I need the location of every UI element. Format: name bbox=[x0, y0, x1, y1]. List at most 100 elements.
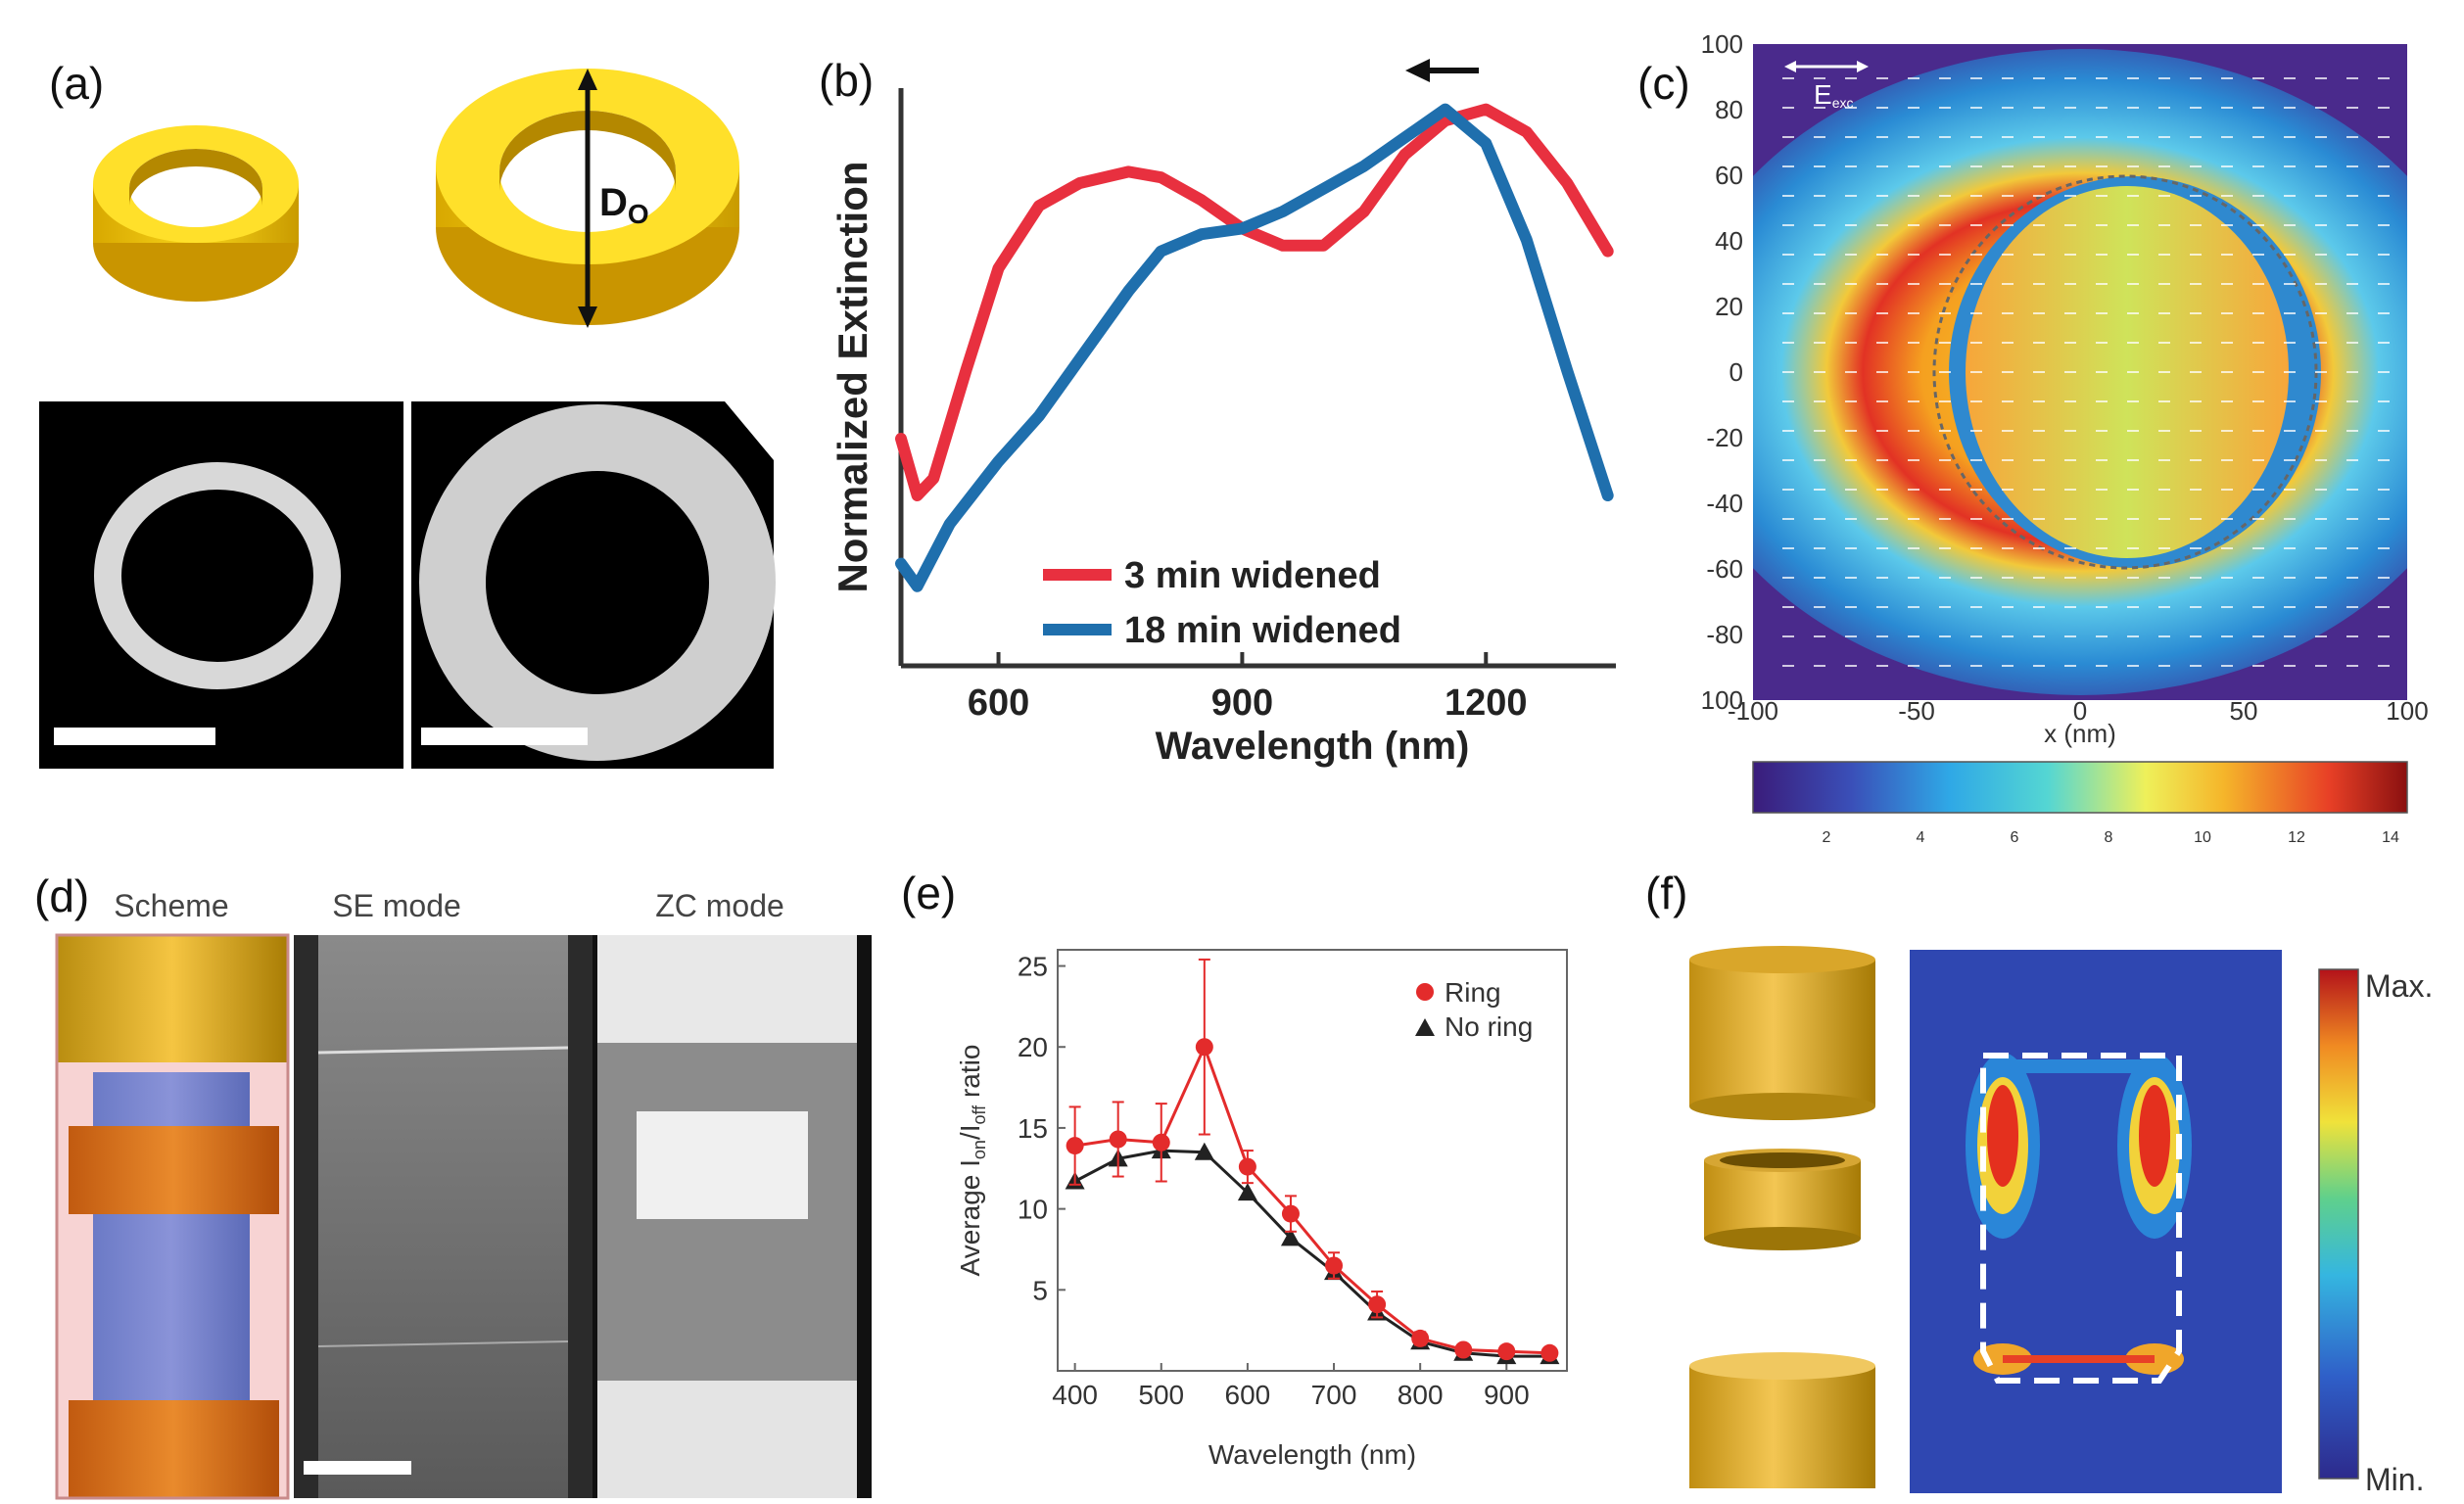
e-point-ring bbox=[1497, 1342, 1516, 1361]
c-xtick-label: -100 bbox=[1728, 696, 1778, 726]
c-colorbar bbox=[1752, 761, 2408, 814]
b-xtick-label: 600 bbox=[968, 682, 1029, 724]
b-series-1 bbox=[895, 103, 1614, 592]
c-cbtick-label: 14 bbox=[2382, 829, 2399, 846]
sem-image-small-ring bbox=[39, 401, 403, 769]
e-point-ring bbox=[1066, 1137, 1084, 1155]
c-xtick-label: -50 bbox=[1898, 696, 1935, 726]
panel-a-label: (a) bbox=[49, 58, 105, 109]
small-ring-illustration bbox=[93, 125, 299, 302]
f-cylinder-top bbox=[1689, 946, 1875, 1120]
e-point-ring bbox=[1238, 1157, 1256, 1176]
c-x-ticks: -100 -50 0 50 100 bbox=[1728, 696, 2429, 726]
diameter-label: DO bbox=[599, 181, 649, 229]
e-xtick-label: 700 bbox=[1311, 1380, 1357, 1410]
legend-noring: No ring bbox=[1445, 1011, 1533, 1042]
sem-image-large-ring bbox=[411, 401, 776, 769]
b-xtick-label: 900 bbox=[1211, 682, 1273, 724]
zc-mode-image bbox=[592, 935, 872, 1498]
c-cbtick-label: 6 bbox=[2011, 829, 2019, 846]
e-point-noring bbox=[1280, 1228, 1301, 1246]
legend-ring-marker bbox=[1416, 983, 1434, 1001]
panel-f-label: (f) bbox=[1645, 868, 1688, 918]
e-point-ring bbox=[1195, 1038, 1213, 1057]
e-xtick-label: 500 bbox=[1138, 1380, 1184, 1410]
c-ytick-label: -80 bbox=[1706, 620, 1743, 649]
panel-d: Scheme SE mode ZC mode bbox=[55, 888, 872, 1500]
c-xlabel: x (nm) bbox=[2044, 719, 2116, 748]
e-plot-frame bbox=[1057, 949, 1568, 1372]
panel-e-chart: 400 500 600 700 800 900 5 10 15 20 25 Average Ion/… bbox=[955, 949, 1568, 1470]
c-cbtick-label: 4 bbox=[1917, 829, 1925, 846]
b-ylabel: Normalized Extinction bbox=[829, 161, 876, 592]
c-cbtick-label: 8 bbox=[2105, 829, 2113, 846]
d-title-se: SE mode bbox=[332, 888, 461, 923]
e-series-line-1 bbox=[1073, 1149, 1550, 1358]
f-field-map bbox=[1910, 950, 2282, 1493]
se-mode-image bbox=[294, 935, 592, 1498]
c-xtick-label: 100 bbox=[2386, 696, 2428, 726]
c-ytick-label: -40 bbox=[1706, 489, 1743, 518]
f-max-label: Max. bbox=[2365, 968, 2433, 1004]
d-title-zc: ZC mode bbox=[655, 888, 784, 923]
e-point-ring bbox=[1281, 1204, 1300, 1223]
c-colorbar-ticks: 2 4 6 8 10 12 14 bbox=[1823, 829, 2399, 846]
c-ytick-label: 60 bbox=[1715, 161, 1743, 190]
e-point-ring bbox=[1411, 1329, 1430, 1347]
c-y-ticks: 100 80 60 40 20 0 -20 -40 -60 -80 100 bbox=[1701, 29, 1743, 715]
e-point-ring bbox=[1152, 1133, 1170, 1152]
c-ytick-label: -20 bbox=[1706, 423, 1743, 452]
c-ytick-label: 100 bbox=[1701, 29, 1743, 59]
svg-text:Eexc: Eexc bbox=[1814, 79, 1853, 111]
e-ytick-label: 20 bbox=[1018, 1032, 1048, 1062]
e-ytick-label: 25 bbox=[1018, 952, 1048, 982]
e-point-ring bbox=[1540, 1343, 1559, 1362]
panel-f: Max. Min. bbox=[1689, 946, 2433, 1497]
e-ytick-label: 5 bbox=[1032, 1275, 1048, 1305]
panel-d-label: (d) bbox=[34, 870, 90, 921]
f-ring-middle bbox=[1704, 1149, 1861, 1250]
large-ring-illustration bbox=[436, 69, 739, 328]
e-xtick-label: 600 bbox=[1225, 1380, 1271, 1410]
legend-3min: 3 min widened bbox=[1124, 555, 1381, 596]
e-legend: Ring No ring bbox=[1415, 977, 1533, 1042]
b-xlabel: Wavelength (nm) bbox=[1156, 725, 1470, 768]
legend-noring-marker bbox=[1415, 1018, 1435, 1036]
b-legend: 3 min widened 18 min widened bbox=[1043, 555, 1401, 651]
legend-ring: Ring bbox=[1445, 977, 1501, 1008]
e-point-noring bbox=[1194, 1142, 1214, 1160]
panel-b-chart: 600 900 1200 Normalized Extinction Wavelen… bbox=[829, 59, 1616, 768]
f-min-label: Min. bbox=[2365, 1462, 2424, 1497]
f-colorbar bbox=[2318, 968, 2359, 1480]
c-ytick-label: 100 bbox=[1701, 685, 1743, 715]
c-xtick-label: 50 bbox=[2230, 696, 2258, 726]
e-point-ring bbox=[1325, 1256, 1344, 1275]
c-ytick-label: 80 bbox=[1715, 95, 1743, 124]
panel-b-label: (b) bbox=[819, 55, 875, 106]
e-point-noring bbox=[1237, 1183, 1257, 1201]
e-xtick-label: 900 bbox=[1484, 1380, 1530, 1410]
b-series-0 bbox=[895, 103, 1614, 501]
e-point-ring bbox=[1368, 1295, 1387, 1314]
e-series-line-0 bbox=[1074, 1043, 1550, 1355]
c-ytick-label: 20 bbox=[1715, 292, 1743, 321]
b-xtick-label: 1200 bbox=[1445, 682, 1528, 724]
e-xtick-label: 400 bbox=[1052, 1380, 1098, 1410]
field-label: Eexc bbox=[1784, 61, 1869, 111]
e-xtick-label: 800 bbox=[1398, 1380, 1444, 1410]
e-ylabel: Average Ion/Ioff ratio bbox=[955, 1045, 989, 1277]
c-xtick-label: 0 bbox=[2073, 696, 2087, 726]
e-xlabel: Wavelength (nm) bbox=[1208, 1439, 1416, 1470]
scheme-illustration bbox=[55, 933, 290, 1500]
legend-18min: 18 min widened bbox=[1124, 610, 1401, 651]
f-cylinder-bottom bbox=[1689, 1352, 1875, 1488]
e-ytick-label: 10 bbox=[1018, 1195, 1048, 1225]
c-ytick-label: -60 bbox=[1706, 554, 1743, 584]
panel-a: DO bbox=[39, 69, 776, 769]
c-cbtick-label: 10 bbox=[2194, 829, 2211, 846]
shift-arrow bbox=[1405, 59, 1479, 82]
field-arrows bbox=[1782, 77, 2390, 667]
c-cbtick-label: 2 bbox=[1823, 829, 1831, 846]
c-ytick-label: 0 bbox=[1730, 357, 1743, 387]
